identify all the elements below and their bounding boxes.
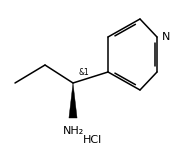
Polygon shape (69, 83, 77, 118)
Text: &1: &1 (79, 68, 89, 77)
Text: NH₂: NH₂ (62, 126, 84, 136)
Text: HCl: HCl (82, 135, 102, 145)
Text: N: N (162, 32, 170, 42)
